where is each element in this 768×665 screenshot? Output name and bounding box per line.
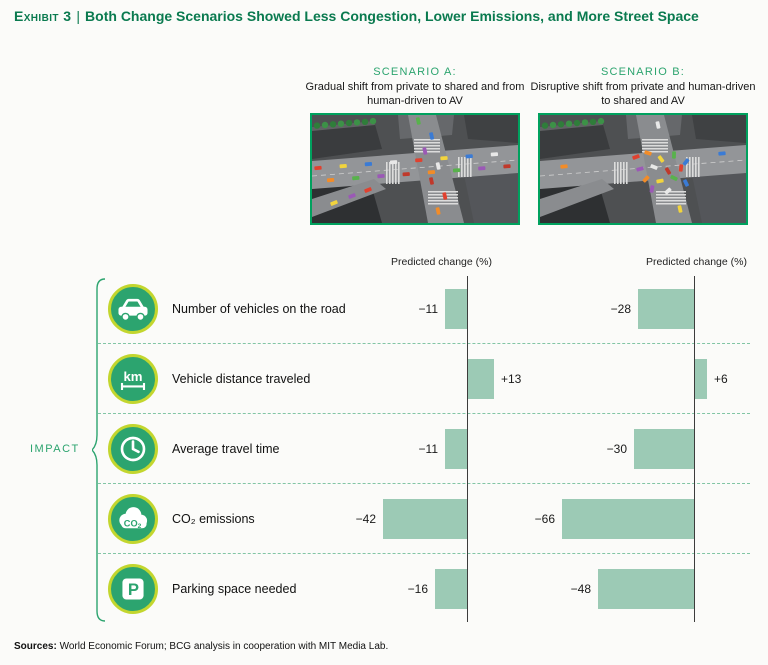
bar-scenario-a: [468, 359, 494, 399]
bar-scenario-b: [695, 359, 707, 399]
impact-label: IMPACT: [30, 443, 80, 455]
bar-value-label: +6: [714, 372, 728, 386]
impact-row: [98, 344, 750, 414]
scenario-b-name: SCENARIO B:: [600, 66, 686, 78]
bar-value-label: −42: [355, 512, 376, 526]
bar-scenario-b: [562, 499, 694, 539]
bar-value-label: −11: [418, 442, 438, 456]
bar-value-label: +13: [501, 372, 522, 386]
impact-row-label: Vehicle distance traveled: [172, 372, 311, 386]
impact-row-label: CO₂ emissions: [172, 512, 255, 526]
car-icon: [108, 284, 158, 334]
bar-value-label: −66: [534, 512, 555, 526]
clock-icon: [108, 424, 158, 474]
impact-row: [98, 274, 750, 344]
impact-brace-icon: [92, 278, 106, 622]
scenario-a-description: Gradual shift from private to shared and…: [305, 81, 525, 107]
parking-icon: P: [108, 564, 158, 614]
exhibit-title: Exhibit 3 | Both Change Scenarios Showed L…: [14, 6, 738, 27]
svg-text:P: P: [128, 580, 139, 599]
impact-row: [98, 484, 750, 554]
sources-label: Sources:: [14, 641, 57, 652]
bar-scenario-b: [634, 429, 694, 469]
title-separator: |: [76, 8, 81, 24]
bar-scenario-b: [638, 289, 694, 329]
scenario-a-image: [310, 113, 520, 225]
sources-note: Sources: World Economic Forum; BCG analy…: [14, 641, 388, 652]
scenario-b-description: Disruptive shift from private and human-…: [530, 81, 756, 107]
bar-scenario-a: [435, 569, 467, 609]
impact-row: [98, 414, 750, 484]
svg-text:CO2: CO2: [124, 518, 142, 529]
scenario-a-name: SCENARIO A:: [373, 66, 457, 78]
predicted-change-label-a: Predicted change (%): [391, 256, 492, 268]
impact-row-label: Parking space needed: [172, 582, 297, 596]
bar-scenario-a: [445, 429, 467, 469]
predicted-change-label-b: Predicted change (%): [646, 256, 747, 268]
bar-scenario-a: [445, 289, 467, 329]
impact-row-label: Average travel time: [172, 442, 280, 456]
bar-scenario-a: [383, 499, 467, 539]
zero-axis-a: [467, 276, 468, 622]
zero-axis-b: [694, 276, 695, 622]
exhibit-label: Exhibit 3: [14, 8, 72, 24]
svg-text:km: km: [123, 369, 142, 384]
bar-value-label: −28: [610, 302, 631, 316]
km-icon: km: [108, 354, 158, 404]
scenario-b-header: SCENARIO B: Disruptive shift from privat…: [530, 66, 756, 108]
bar-value-label: −11: [418, 302, 438, 316]
bar-value-label: −30: [606, 442, 627, 456]
bar-value-label: −48: [570, 582, 591, 596]
impact-chart: Number of vehicles on the road −11 −28 km Ve…: [0, 274, 768, 626]
co2-icon: CO2: [108, 494, 158, 544]
bar-scenario-b: [598, 569, 694, 609]
bar-value-label: −16: [407, 582, 428, 596]
title-text: Both Change Scenarios Showed Less Conges…: [85, 8, 699, 24]
impact-row-label: Number of vehicles on the road: [172, 302, 346, 316]
scenario-b-image: [538, 113, 748, 225]
scenario-a-header: SCENARIO A: Gradual shift from private t…: [302, 66, 528, 108]
sources-text: World Economic Forum; BCG analysis in co…: [56, 641, 389, 652]
